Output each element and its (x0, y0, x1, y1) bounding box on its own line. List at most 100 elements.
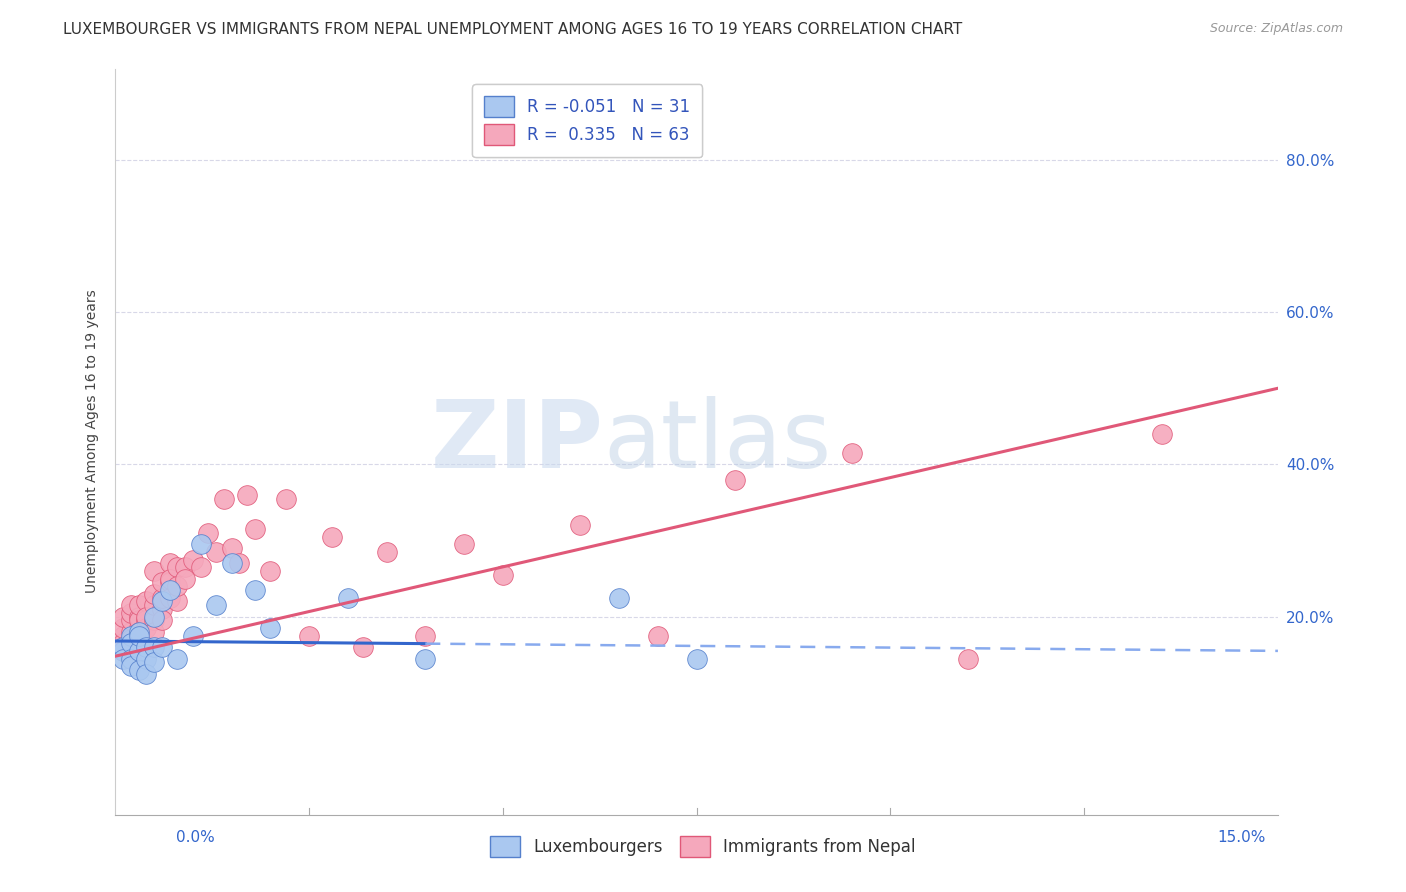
Point (166, 579, 188, 593)
Point (128, 624, 150, 639)
Point (150, 602, 173, 616)
Point (150, 594, 173, 608)
Point (647, 629, 669, 643)
Point (128, 629, 150, 643)
Point (259, 564, 281, 578)
Point (120, 606, 142, 620)
Point (190, 560, 212, 574)
Point (128, 624, 150, 639)
Point (205, 545, 228, 559)
Point (111, 644, 134, 658)
Point (150, 591, 173, 605)
Point (724, 473, 747, 487)
Point (321, 530, 343, 544)
Text: ZIP: ZIP (430, 395, 603, 488)
Point (120, 629, 142, 643)
Point (243, 582, 266, 597)
Point (143, 655, 166, 669)
Text: LUXEMBOURGER VS IMMIGRANTS FROM NEPAL UNEMPLOYMENT AMONG AGES 16 TO 19 YEARS COR: LUXEMBOURGER VS IMMIGRANTS FROM NEPAL UN… (63, 22, 963, 37)
Point (221, 541, 243, 555)
Point (135, 621, 157, 635)
Point (143, 598, 166, 612)
Point (143, 564, 166, 578)
Point (120, 624, 142, 639)
Point (143, 614, 166, 628)
Point (236, 488, 259, 502)
Point (205, 598, 228, 612)
Point (111, 621, 134, 635)
Point (128, 614, 150, 628)
Point (413, 629, 436, 643)
Point (221, 557, 243, 571)
Point (111, 629, 134, 643)
Point (569, 518, 592, 533)
Point (150, 640, 173, 654)
Point (197, 525, 219, 540)
Point (685, 651, 707, 665)
Point (128, 644, 150, 658)
Point (336, 591, 359, 605)
Point (841, 446, 863, 460)
Point (143, 624, 166, 639)
Point (274, 491, 297, 506)
Point (298, 629, 321, 643)
Text: 0.0%: 0.0% (176, 830, 215, 845)
Point (174, 560, 197, 574)
Point (259, 621, 281, 635)
Point (150, 575, 173, 590)
Point (150, 614, 173, 628)
Point (190, 537, 212, 551)
Point (135, 651, 157, 665)
Point (128, 663, 150, 677)
Point (111, 644, 134, 658)
Point (120, 614, 142, 628)
Point (453, 537, 475, 551)
Point (135, 666, 157, 681)
Point (243, 522, 266, 536)
Text: atlas: atlas (603, 395, 832, 488)
Point (135, 640, 157, 654)
Point (375, 545, 398, 559)
Point (120, 640, 142, 654)
Point (120, 632, 142, 647)
Point (135, 614, 157, 628)
Point (111, 636, 134, 650)
Point (159, 582, 181, 597)
Point (128, 609, 150, 624)
Point (181, 629, 204, 643)
Y-axis label: Unemployment Among Ages 16 to 19 years: Unemployment Among Ages 16 to 19 years (86, 290, 100, 593)
Point (159, 557, 181, 571)
Point (159, 572, 181, 586)
Point (166, 594, 188, 608)
Point (143, 587, 166, 601)
Point (111, 640, 134, 654)
Point (120, 659, 142, 673)
Point (135, 609, 157, 624)
Point (143, 640, 166, 654)
Point (212, 491, 235, 506)
Point (111, 651, 134, 665)
Point (174, 572, 197, 586)
Point (159, 591, 181, 605)
Point (166, 651, 188, 665)
Legend: R = -0.051   N = 31, R =  0.335   N = 63: R = -0.051 N = 31, R = 0.335 N = 63 (472, 85, 702, 157)
Text: Source: ZipAtlas.com: Source: ZipAtlas.com (1209, 22, 1343, 36)
Legend: Luxembourgers, Immigrants from Nepal: Luxembourgers, Immigrants from Nepal (477, 822, 929, 871)
Point (413, 651, 436, 665)
Point (166, 560, 188, 574)
Point (128, 629, 150, 643)
Point (120, 636, 142, 650)
Point (1150, 426, 1173, 441)
Text: 15.0%: 15.0% (1218, 830, 1265, 845)
Point (120, 598, 142, 612)
Point (492, 567, 515, 582)
Point (128, 598, 150, 612)
Point (159, 575, 181, 590)
Point (181, 552, 204, 566)
Point (120, 651, 142, 665)
Point (128, 621, 150, 635)
Point (228, 557, 250, 571)
Point (956, 651, 979, 665)
Point (111, 609, 134, 624)
Point (135, 594, 157, 608)
